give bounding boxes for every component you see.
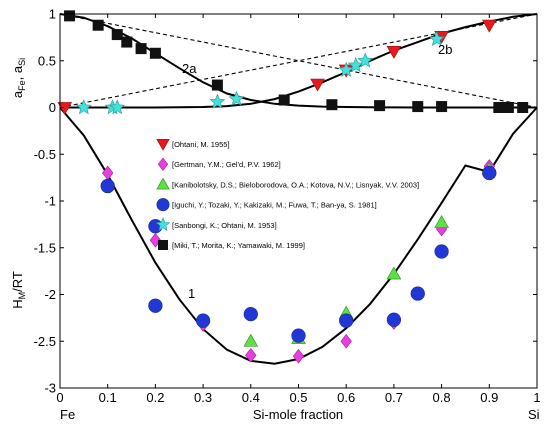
data-point <box>434 215 449 228</box>
legend-label: [Gertman, Y.M.; Gel'd, P.V. 1962] <box>172 160 281 169</box>
legend-marker <box>158 240 168 250</box>
data-point <box>209 93 226 109</box>
y-tick-label: -1.5 <box>34 240 56 255</box>
data-point <box>357 52 374 68</box>
data-point <box>482 165 497 181</box>
series-5-square <box>64 10 529 113</box>
legend-marker <box>156 198 170 212</box>
data-point <box>386 266 402 280</box>
data-point <box>121 36 133 48</box>
data-point <box>291 328 306 343</box>
x-tick-label: 0.9 <box>480 390 498 405</box>
legend-marker <box>157 157 169 171</box>
legend-marker <box>155 217 171 231</box>
x-tick-label: 1 <box>533 390 540 405</box>
x-tick-label: 0.5 <box>289 390 307 405</box>
data-point <box>502 102 514 113</box>
data-point <box>493 102 505 113</box>
x-tick-label: 0 <box>56 390 63 405</box>
x-tick-label: 0.4 <box>242 390 260 405</box>
x-end-label-right: Si <box>528 407 540 422</box>
data-point <box>278 94 290 106</box>
data-point <box>310 78 325 92</box>
curve-label-2a: 2a <box>182 61 197 76</box>
data-point <box>340 333 352 349</box>
y-tick-label: -0.5 <box>34 147 56 162</box>
data-point <box>92 19 104 31</box>
data-point <box>374 100 386 112</box>
data-point <box>100 178 115 194</box>
x-tick-label: 0.2 <box>146 390 164 405</box>
series-4-star <box>75 31 445 115</box>
data-point <box>245 347 257 363</box>
curve-enthalpy <box>59 106 538 365</box>
data-point <box>109 99 126 115</box>
data-point <box>228 90 245 106</box>
y-tick-label: 1 <box>49 7 56 22</box>
data-point <box>347 57 364 73</box>
data-point <box>75 99 92 115</box>
curve-label-2b: 2b <box>438 42 452 57</box>
data-point <box>386 312 402 327</box>
data-point <box>412 101 424 113</box>
legend: [Ohtani, M. 1955] [Gertman, Y.M.; Gel'd, … <box>155 139 419 250</box>
legend-label: [Ohtani, M. 1955] <box>172 140 230 149</box>
data-point <box>481 19 497 33</box>
data-point <box>211 79 223 91</box>
legend-marker <box>156 139 170 151</box>
series-3-circle <box>100 165 497 343</box>
series-2-triangle-up <box>243 161 497 347</box>
curve-activity-si <box>60 13 538 109</box>
data-point <box>149 47 161 59</box>
data-points-layer <box>57 10 529 364</box>
x-tick-label: 0.1 <box>99 390 117 405</box>
data-point <box>135 43 147 55</box>
y-tick-label: -2.5 <box>34 334 56 349</box>
y-tick-label: -1 <box>44 194 56 209</box>
y-axis-label-enthalpy: HM/RT <box>10 271 27 309</box>
data-point <box>57 102 73 115</box>
x-tick-label: 0.8 <box>433 390 451 405</box>
y-tick-label: -3 <box>44 381 56 396</box>
data-point <box>436 101 448 113</box>
data-point <box>243 333 259 347</box>
data-point <box>434 244 449 259</box>
legend-label: [Sanbongi, K.; Ohtani, M. 1953] <box>172 221 277 230</box>
y-axis-label-activity: aFe, aSi <box>10 58 27 98</box>
data-point <box>386 45 402 59</box>
data-point <box>517 102 529 113</box>
legend-label: [Kanibolotsky, D.S.; Bieloborodova, O.A.… <box>172 180 419 189</box>
legend-label: [Miki, T.; Morita, K.; Yamawaki, M. 1999… <box>172 241 305 250</box>
x-tick-label: 0.7 <box>385 390 403 405</box>
curve-label-1: 1 <box>188 286 195 301</box>
data-point <box>111 29 123 41</box>
y-tick-label: 0.5 <box>38 53 56 68</box>
axes: 0 0.1 0.2 0.3 0.4 0.5 0.6 0.7 0.8 0.9 1 1 0.5 0 -0.5 -1… <box>34 7 541 406</box>
legend-marker <box>156 177 170 190</box>
data-point <box>338 61 355 77</box>
x-axis-label: Si-mole fraction <box>253 407 343 422</box>
data-point <box>410 286 425 301</box>
data-point <box>243 307 258 322</box>
x-tick-label: 0.3 <box>194 390 212 405</box>
y-tick-label: -2 <box>44 287 56 302</box>
data-point <box>292 348 305 364</box>
x-end-label-left: Fe <box>60 407 75 422</box>
x-tick-label: 0.6 <box>337 390 355 405</box>
data-point <box>148 298 163 313</box>
data-point <box>428 31 445 46</box>
data-point <box>64 10 76 22</box>
data-point <box>326 99 338 111</box>
legend-label: [Iguchi, Y.; Tozaki, Y.; Kakizaki, M.; F… <box>172 201 377 210</box>
y-tick-label: 0 <box>49 100 56 115</box>
data-point <box>339 313 354 328</box>
data-point <box>195 313 211 328</box>
